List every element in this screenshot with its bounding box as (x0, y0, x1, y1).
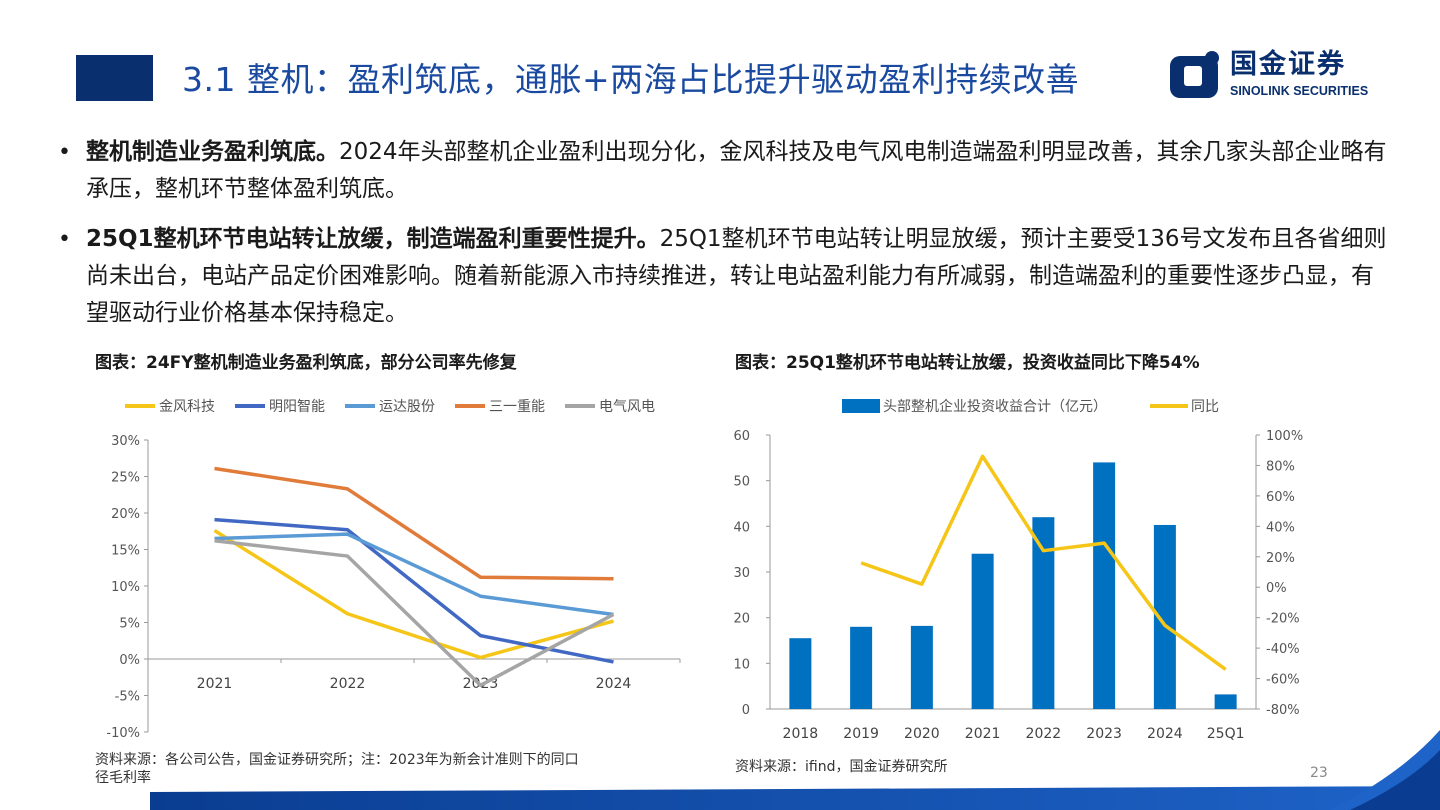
sinolink-logo-icon (1170, 51, 1219, 98)
right-chart-caption: 图表：25Q1整机环节电站转让放缓，投资收益同比下降54% (735, 353, 1200, 373)
y-tick-label: -5% (115, 690, 140, 705)
title-accent-block (76, 55, 153, 101)
y-left-tick-label: 20 (733, 612, 750, 627)
logo-text-cn: 国金证券 (1230, 49, 1346, 80)
bullet-item: • 25Q1整机环节电站转让放缓，制造端盈利重要性提升。25Q1整机环节电站转让… (58, 221, 1388, 332)
company-logo: 国金证券 SINOLINK SECURITIES (1168, 46, 1408, 102)
y-left-tick-label: 30 (733, 566, 750, 581)
legend-label: 金风科技 (159, 399, 215, 415)
x-tick-label: 25Q1 (1207, 726, 1245, 742)
bullet-dot-icon: • (58, 140, 71, 165)
bullet-heading: 25Q1整机环节电站转让放缓，制造端盈利重要性提升。 (86, 226, 660, 252)
y-right-tick-label: -80% (1266, 703, 1300, 718)
y-left-tick-label: 40 (733, 520, 750, 535)
y-tick-label: 30% (111, 434, 140, 449)
y-tick-label: 5% (119, 617, 140, 632)
x-tick-label: 2024 (596, 676, 632, 692)
x-tick-label: 2021 (197, 676, 233, 692)
y-right-tick-label: -20% (1266, 612, 1300, 627)
x-tick-label: 2023 (1086, 726, 1122, 742)
x-tick-label: 2022 (1026, 726, 1062, 742)
bar (1153, 524, 1176, 709)
x-tick-label: 2021 (965, 726, 1001, 742)
y-right-tick-label: 40% (1266, 520, 1295, 535)
y-right-tick-label: -40% (1266, 642, 1300, 657)
bar (1032, 517, 1055, 709)
legend-label: 头部整机企业投资收益合计（亿元） (883, 398, 1107, 415)
slide-title: 3.1 整机：盈利筑底，通胀+两海占比提升驱动盈利持续改善 (182, 60, 1080, 99)
series-line (214, 517, 614, 664)
series-line (213, 529, 614, 660)
bullet-text: 25Q1整机环节电站转让明显放缓，预计主要受136号文发布且各省细则尚未出台，电… (86, 226, 1387, 326)
y-right-tick-label: 100% (1266, 429, 1303, 444)
legend-label: 三一重能 (489, 399, 545, 415)
series-line (214, 539, 615, 688)
bottom-decoration-band (150, 786, 1440, 810)
y-right-tick-label: -60% (1266, 673, 1300, 688)
corner-swoosh-decoration (1330, 730, 1440, 810)
bar (1093, 462, 1116, 709)
y-tick-label: 25% (111, 471, 140, 486)
yoy-line (860, 454, 1227, 671)
x-tick-label: 2018 (783, 726, 819, 742)
right-combo-chart: 头部整机企业投资收益合计（亿元） 同比 60 50 40 30 20 10 0 100% 80% 60… (733, 398, 1303, 742)
bar (971, 553, 994, 709)
series-line (214, 532, 614, 617)
y-right-tick-label: 80% (1266, 459, 1295, 474)
y-tick-label: 15% (111, 544, 140, 559)
y-left-tick-label: 60 (733, 429, 750, 444)
legend-swatch (842, 399, 880, 413)
bullet-heading: 整机制造业务盈利筑底。 (86, 139, 339, 165)
bar (789, 638, 812, 709)
y-right-tick-label: 60% (1266, 490, 1295, 505)
bullet-text: 2024年头部整机企业盈利出现分化，金风科技及电气风电制造端盈利明显改善，其余几… (86, 139, 1387, 202)
series-line (214, 466, 614, 581)
bar (1214, 694, 1237, 709)
bullet-item: • 整机制造业务盈利筑底。2024年头部整机企业盈利出现分化，金风科技及电气风电… (58, 134, 1388, 208)
y-left-tick-label: 10 (733, 657, 750, 672)
legend-label: 明阳智能 (269, 399, 325, 415)
logo-text-en: SINOLINK SECURITIES (1230, 84, 1369, 98)
y-right-tick-label: 20% (1266, 551, 1295, 566)
y-tick-label: 0% (119, 653, 140, 668)
legend-label: 电气风电 (599, 399, 655, 415)
page-number: 23 (1310, 765, 1328, 781)
right-chart-source: 资料来源：ifind，国金证券研究所 (735, 759, 948, 775)
x-tick-label: 2022 (330, 676, 366, 692)
bar (910, 625, 933, 709)
left-chart-caption: 图表：24FY整机制造业务盈利筑底，部分公司率先修复 (95, 353, 517, 373)
y-right-tick-label: 0% (1266, 581, 1287, 596)
y-left-tick-label: 50 (733, 475, 750, 490)
y-left-tick-label: 0 (742, 703, 750, 718)
x-tick-label: 2019 (843, 726, 879, 742)
x-tick-label: 2020 (904, 726, 940, 742)
y-tick-label: 10% (111, 580, 140, 595)
legend-label: 运达股份 (379, 399, 435, 415)
bullet-list: • 整机制造业务盈利筑底。2024年头部整机企业盈利出现分化，金风科技及电气风电… (58, 134, 1388, 345)
bullet-dot-icon: • (58, 227, 71, 252)
legend-label: 同比 (1191, 399, 1219, 415)
y-tick-label: -10% (106, 726, 140, 741)
left-line-chart: 金风科技 明阳智能 运达股份 三一重能 电气风电 30% 25% 20% 15% 10% 5% 0% -… (106, 399, 681, 741)
y-tick-label: 20% (111, 507, 140, 522)
left-chart-source: 资料来源：各公司公告，国金证券研究所；注：2023年为新会计准则下的同口径毛利率 (95, 752, 579, 786)
x-tick-label: 2024 (1147, 726, 1183, 742)
bar (850, 626, 873, 709)
